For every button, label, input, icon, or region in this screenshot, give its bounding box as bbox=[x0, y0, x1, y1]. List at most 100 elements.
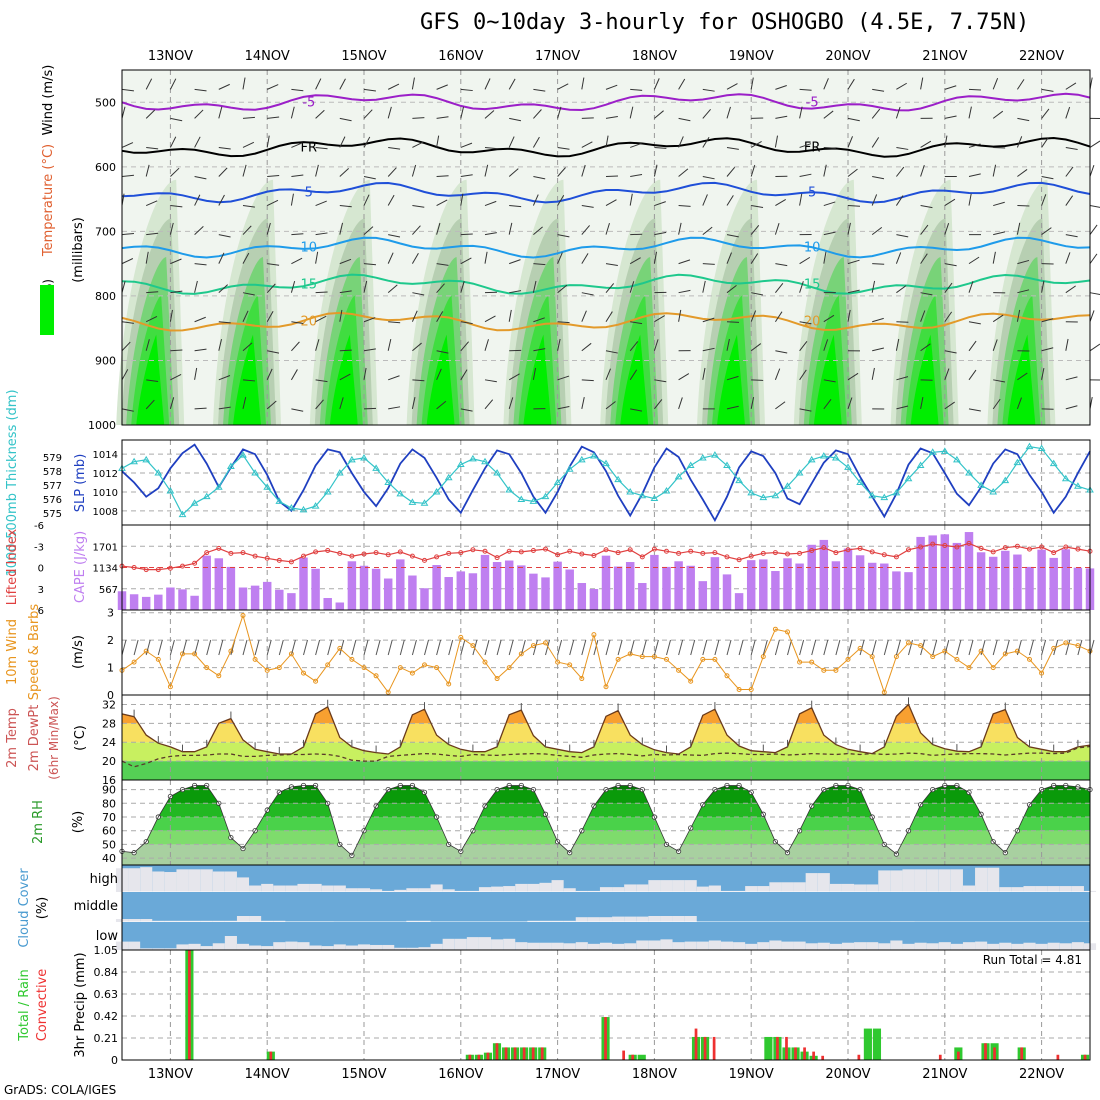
wind-barb bbox=[218, 106, 223, 119]
wind-speed-marker bbox=[458, 634, 464, 640]
surface-wind-barb bbox=[666, 639, 671, 656]
wind-barb bbox=[581, 342, 592, 352]
wind-barb bbox=[750, 397, 755, 409]
wind-barb bbox=[944, 401, 955, 410]
wind-barb bbox=[968, 106, 972, 119]
wind-barb bbox=[871, 367, 875, 380]
precip-convective-bar bbox=[1083, 1054, 1087, 1060]
precip-convective-bar bbox=[703, 1036, 707, 1060]
cloud-cell bbox=[333, 885, 346, 892]
wind-barb bbox=[992, 78, 999, 90]
wind-barb bbox=[387, 106, 392, 119]
cloud-cell bbox=[527, 942, 540, 950]
wind-barb bbox=[315, 379, 328, 383]
rh-tick: 70 bbox=[102, 811, 116, 824]
wind-barb bbox=[170, 117, 183, 122]
cloud-cell bbox=[406, 947, 419, 950]
wind-barb bbox=[339, 168, 350, 177]
wind-barb bbox=[751, 379, 764, 381]
wind-barb bbox=[678, 205, 691, 207]
cloud-cell bbox=[624, 884, 637, 892]
slp-axis-label: SLP (mb) bbox=[73, 454, 88, 513]
wind-barb bbox=[1065, 166, 1074, 177]
cloud-cell bbox=[551, 880, 564, 892]
cloud-cell bbox=[1011, 887, 1024, 892]
wind-barb bbox=[1041, 367, 1045, 380]
wind-barb bbox=[194, 367, 198, 380]
wind-barb bbox=[291, 321, 304, 324]
thickness-marker bbox=[650, 494, 659, 502]
cape-axis-label: CAPE (J/kg) bbox=[73, 531, 88, 603]
wind-barb bbox=[388, 321, 401, 324]
wind-barb bbox=[993, 146, 1006, 149]
wind-barb bbox=[436, 311, 444, 322]
wind-barb bbox=[387, 338, 392, 351]
cloud-cell bbox=[1059, 943, 1072, 950]
dewpt-axis-label: 2m DewPt bbox=[27, 705, 42, 772]
thickness-marker bbox=[759, 493, 768, 501]
wind-barb bbox=[896, 285, 907, 294]
cape-bar bbox=[565, 569, 574, 610]
cape-bar bbox=[746, 560, 756, 610]
cape-bar bbox=[154, 594, 163, 610]
wind-barb bbox=[290, 280, 296, 293]
wind-barb bbox=[871, 280, 876, 293]
cloud-cell bbox=[224, 871, 237, 892]
cloud-cell bbox=[854, 884, 867, 892]
isotherm-label: 10 bbox=[301, 241, 318, 256]
wind-barb bbox=[194, 88, 207, 92]
cloud-cell bbox=[478, 937, 492, 950]
wind-barb bbox=[1065, 338, 1069, 351]
wind-barb bbox=[968, 88, 982, 91]
wind-barb bbox=[121, 280, 126, 293]
wind-barb bbox=[363, 367, 367, 380]
thickness-marker bbox=[384, 478, 393, 485]
wind-barb bbox=[1065, 146, 1078, 151]
isotherm-line bbox=[121, 311, 1091, 332]
date-label-bottom: 20NOV bbox=[825, 1067, 870, 1082]
wind-barb bbox=[774, 311, 783, 323]
wind-barb bbox=[315, 315, 327, 323]
surface-wind-barb bbox=[702, 639, 708, 656]
wind-barb bbox=[750, 253, 759, 264]
wind-barb bbox=[290, 193, 294, 206]
rh2m-axis-label: 2m RH bbox=[31, 800, 46, 844]
surface-wind-barb bbox=[496, 639, 502, 656]
date-label-top: 13NOV bbox=[148, 49, 193, 64]
rh-tick: 90 bbox=[102, 784, 116, 797]
cloud-cell bbox=[418, 947, 431, 950]
date-label-top: 14NOV bbox=[245, 49, 290, 64]
wind-barb bbox=[847, 117, 860, 122]
wind-barb bbox=[145, 399, 155, 410]
wind-barb bbox=[169, 222, 174, 235]
cloud-cell bbox=[805, 873, 818, 892]
thickness-marker bbox=[505, 486, 514, 493]
wind-barb bbox=[702, 317, 715, 323]
cloud-cell bbox=[273, 920, 286, 922]
wind-barb bbox=[1041, 88, 1054, 92]
wind-barb bbox=[242, 225, 252, 235]
surface-wind-barb bbox=[508, 639, 514, 656]
cloud-cell bbox=[841, 942, 855, 950]
wind-barb bbox=[581, 310, 587, 322]
wind-barb bbox=[823, 164, 827, 177]
wind-barb bbox=[339, 373, 351, 381]
li-tick: -3 bbox=[34, 542, 44, 553]
wind-speed-marker bbox=[131, 659, 137, 665]
thickness-marker bbox=[432, 487, 441, 495]
wind-barb bbox=[508, 78, 516, 90]
cloud-cell bbox=[1047, 942, 1060, 950]
wind-barb bbox=[194, 226, 204, 235]
cloud-cell bbox=[503, 938, 516, 950]
cloud-cell bbox=[781, 941, 794, 950]
wind-barb bbox=[557, 406, 570, 410]
cape-bar bbox=[444, 577, 453, 610]
upper-air-frame bbox=[121, 69, 1091, 426]
wind-barb bbox=[339, 349, 352, 352]
wind-barb bbox=[436, 368, 442, 381]
thickness-marker bbox=[202, 492, 211, 500]
cape-bar bbox=[638, 583, 647, 610]
cape-bar bbox=[408, 575, 417, 610]
wind-barb bbox=[702, 263, 715, 265]
cloud-cell bbox=[370, 944, 383, 950]
